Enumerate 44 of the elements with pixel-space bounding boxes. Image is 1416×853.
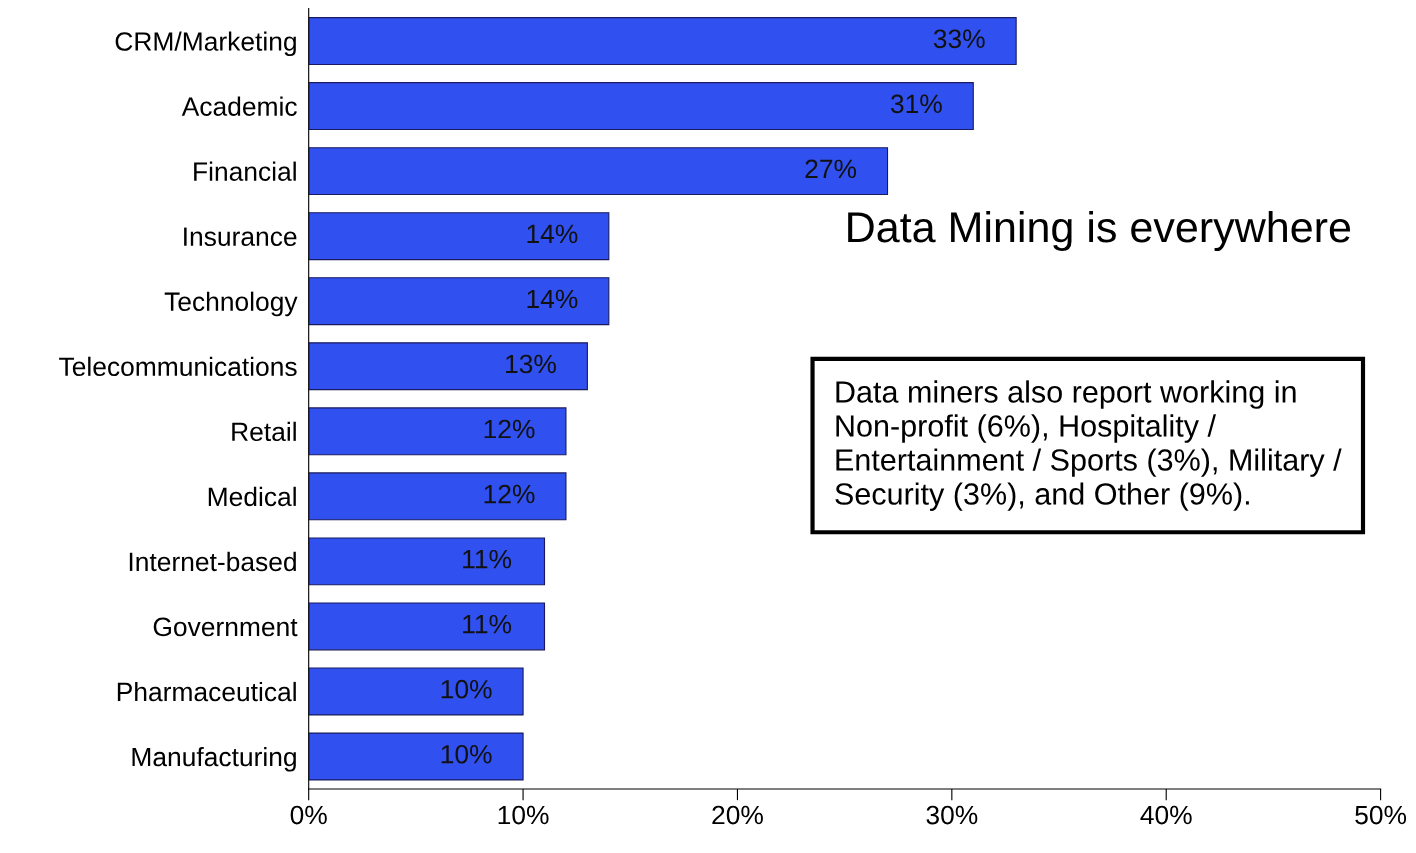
x-tick-label: 50%	[1355, 805, 1407, 825]
data-label: 27%	[805, 159, 857, 179]
y-tick-label: Pharmaceutical	[117, 681, 296, 702]
bar	[308, 342, 588, 391]
bar	[308, 82, 974, 131]
bar	[308, 17, 1017, 66]
y-tick-label: Internet-based	[129, 551, 296, 572]
x-tick-label: 20%	[712, 805, 763, 825]
data-label: 33%	[933, 29, 985, 49]
data-label: 12%	[484, 484, 535, 504]
annotation: Data miners also report working in Non-profit (6%), Hospitality / Entertainment / Sports (3%), Military / Security (3%), and Other (9%).	[835, 380, 1342, 511]
data-label: 14%	[527, 289, 578, 309]
y-tick-label: CRM/Marketing	[115, 31, 296, 57]
bar	[308, 407, 567, 456]
data-label: 31%	[890, 94, 942, 114]
data-label: 14%	[527, 224, 578, 244]
bar	[308, 277, 610, 326]
data-label: 13%	[506, 354, 556, 374]
y-tick-label: Financial	[194, 161, 296, 181]
y-tick-label: Government	[153, 617, 298, 637]
bar	[308, 602, 546, 651]
bar	[308, 212, 610, 261]
x-tick-label: 40%	[1140, 805, 1192, 825]
bar	[308, 472, 567, 521]
data-label: 12%	[484, 419, 535, 439]
text: Data Mining is everywhere	[848, 210, 1351, 252]
data-label: 11%	[463, 614, 512, 634]
x-tick-label: 10%	[498, 805, 549, 825]
y-tick-label: Academic	[181, 96, 297, 116]
data-label: 10%	[441, 679, 492, 699]
y-tick-label: Manufacturing	[132, 746, 296, 772]
bar	[308, 537, 546, 586]
bar	[308, 667, 524, 716]
x-tick-label: 0%	[290, 805, 327, 825]
bar	[308, 147, 889, 196]
y-tick-label: Insurance	[184, 227, 297, 246]
y-tick-label: Retail	[232, 421, 296, 442]
y-tick-label: Medical	[208, 486, 296, 507]
bar	[308, 732, 524, 781]
data-label: 11%	[463, 549, 512, 569]
data-label: 10%	[441, 744, 492, 764]
y-tick-label: Technology	[164, 291, 298, 317]
y-tick-label: Telecommunications	[59, 356, 297, 377]
x-tick-label: 30%	[926, 805, 978, 825]
